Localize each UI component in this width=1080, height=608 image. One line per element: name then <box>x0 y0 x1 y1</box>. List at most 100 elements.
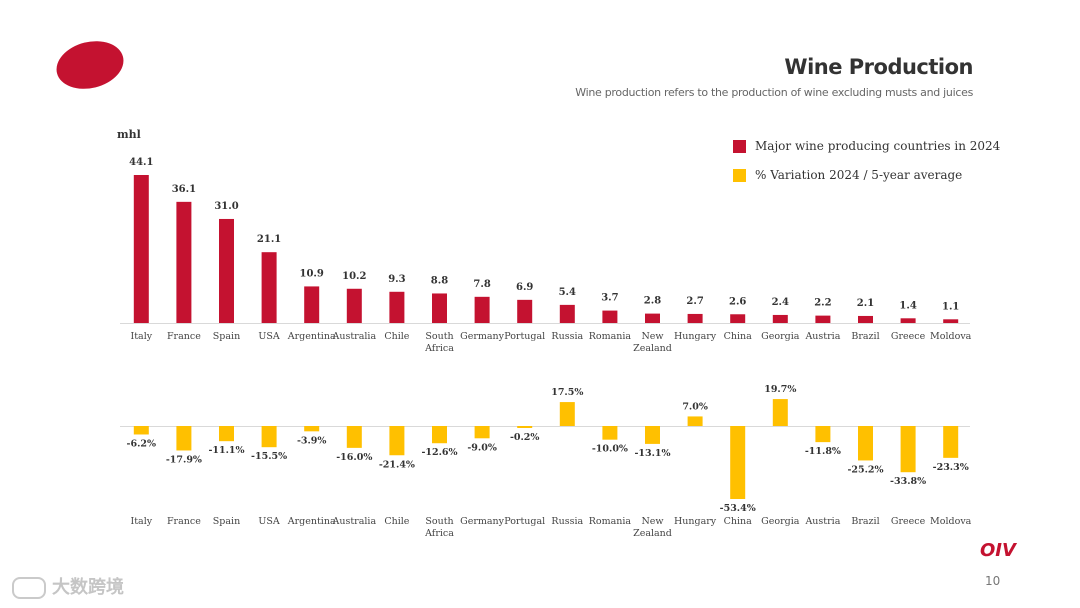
chart-legend: Major wine producing countries in 2024 %… <box>733 137 1000 195</box>
production-label-romania: 3.7 <box>601 293 618 304</box>
production-label-moldova: 1.1 <box>942 301 959 312</box>
legend-item-variation: % Variation 2024 / 5-year average <box>733 166 1000 184</box>
production-tick-germany: Germany <box>460 331 505 342</box>
production-tick-argentina: Argentina <box>287 331 336 342</box>
production-label-china: 2.6 <box>729 296 746 307</box>
production-tick-south-africa: South Africa <box>424 331 454 354</box>
production-bar-new-zealand <box>645 313 660 323</box>
production-tick-romania: Romania <box>589 331 632 342</box>
production-tick-brazil: Brazil <box>851 331 879 342</box>
variation-bar-russia <box>559 402 575 426</box>
variation-tick-france: France <box>167 516 201 527</box>
variation-label-greece: -33.8% <box>890 476 926 487</box>
production-label-australia: 10.2 <box>342 271 366 282</box>
production-bar-germany <box>474 296 490 323</box>
production-label-new-zealand: 2.8 <box>644 296 661 307</box>
variation-bar-moldova <box>943 426 959 458</box>
production-tick-austria: Austria <box>804 331 840 342</box>
production-tick-china: China <box>724 331 753 342</box>
production-tick-usa: USA <box>258 331 280 342</box>
variation-bar-portugal <box>517 426 533 428</box>
variation-bar-italy <box>133 426 149 435</box>
variation-bar-usa <box>261 426 277 448</box>
production-bar-south-africa <box>432 293 447 323</box>
production-label-portugal: 6.9 <box>516 282 533 293</box>
variation-bar-new-zealand <box>645 426 660 444</box>
variation-tick-russia: Russia <box>551 516 583 527</box>
production-tick-new-zealand: New Zealand <box>633 331 672 354</box>
production-label-greece: 1.4 <box>899 300 916 311</box>
watermark: 大数跨境 <box>12 573 124 599</box>
oiv-brand: OIV <box>980 540 1016 561</box>
production-tick-greece: Greece <box>891 331 926 342</box>
variation-label-china: -53.4% <box>720 503 756 514</box>
production-bar-spain <box>219 218 234 323</box>
production-bar-moldova <box>943 319 959 323</box>
production-label-spain: 31.0 <box>214 201 238 212</box>
production-bar-france <box>176 201 192 323</box>
production-tick-georgia: Georgia <box>761 331 800 342</box>
variation-tick-chile: Chile <box>384 516 409 527</box>
production-tick-france: France <box>167 331 201 342</box>
variation-label-germany: -9.0% <box>467 442 497 453</box>
variation-label-portugal: -0.2% <box>510 432 540 443</box>
production-bar-china <box>730 314 746 323</box>
production-tick-portugal: Portugal <box>504 331 545 342</box>
variation-label-australia: -16.0% <box>336 452 372 463</box>
legend-swatch-production <box>733 139 746 153</box>
variation-label-usa: -15.5% <box>251 451 287 462</box>
variation-tick-greece: Greece <box>891 516 926 527</box>
production-label-russia: 5.4 <box>559 287 576 298</box>
variation-bar-china <box>730 426 746 499</box>
production-tick-australia: Australia <box>331 331 376 342</box>
production-label-brazil: 2.1 <box>857 298 874 309</box>
variation-label-spain: -11.1% <box>208 445 244 456</box>
variation-tick-moldova: Moldova <box>930 516 972 527</box>
variation-bar-germany <box>474 426 490 439</box>
production-bar-hungary <box>687 313 703 323</box>
production-bar-greece <box>900 318 916 323</box>
production-label-south-africa: 8.8 <box>431 275 448 286</box>
production-bar-romania <box>602 310 618 323</box>
variation-tick-austria: Austria <box>804 516 840 527</box>
variation-label-georgia: 19.7% <box>764 384 796 395</box>
variation-bar-brazil <box>858 426 873 461</box>
production-tick-spain: Spain <box>213 331 240 342</box>
variation-label-chile: -21.4% <box>379 459 415 470</box>
variation-label-moldova: -23.3% <box>933 462 969 473</box>
production-bar-argentina <box>304 286 320 323</box>
variation-bar-greece <box>900 426 916 473</box>
variation-tick-italy: Italy <box>130 516 152 527</box>
variation-bar-south-africa <box>432 426 447 444</box>
variation-label-austria: -11.8% <box>805 446 841 457</box>
production-bar-portugal <box>517 299 533 323</box>
page-title: Wine Production <box>784 55 973 79</box>
variation-bar-georgia <box>772 399 788 426</box>
variation-label-hungary: 7.0% <box>682 401 708 412</box>
production-bar-chile <box>389 291 405 323</box>
variation-tick-usa: USA <box>258 516 280 527</box>
variation-label-brazil: -25.2% <box>847 464 883 475</box>
legend-item-production: Major wine producing countries in 2024 <box>733 137 1000 155</box>
watermark-icon <box>12 577 46 599</box>
production-label-france: 36.1 <box>172 184 196 195</box>
production-tick-russia: Russia <box>551 331 583 342</box>
variation-bar-france <box>176 426 192 451</box>
variation-bar-chile <box>389 426 405 456</box>
production-bar-austria <box>815 315 831 323</box>
variation-label-new-zealand: -13.1% <box>634 448 670 459</box>
variation-label-south-africa: -12.6% <box>421 447 457 458</box>
variation-label-italy: -6.2% <box>127 438 157 449</box>
variation-tick-germany: Germany <box>460 516 505 527</box>
production-bar-georgia <box>772 314 788 323</box>
production-label-chile: 9.3 <box>388 274 405 285</box>
page-number: 10 <box>985 574 1001 588</box>
production-label-hungary: 2.7 <box>686 296 703 307</box>
variation-tick-georgia: Georgia <box>761 516 800 527</box>
production-label-argentina: 10.9 <box>300 268 324 279</box>
watermark-text: 大数跨境 <box>52 577 124 598</box>
production-label-georgia: 2.4 <box>772 297 789 308</box>
variation-label-france: -17.9% <box>166 454 202 465</box>
variation-tick-hungary: Hungary <box>674 516 717 527</box>
